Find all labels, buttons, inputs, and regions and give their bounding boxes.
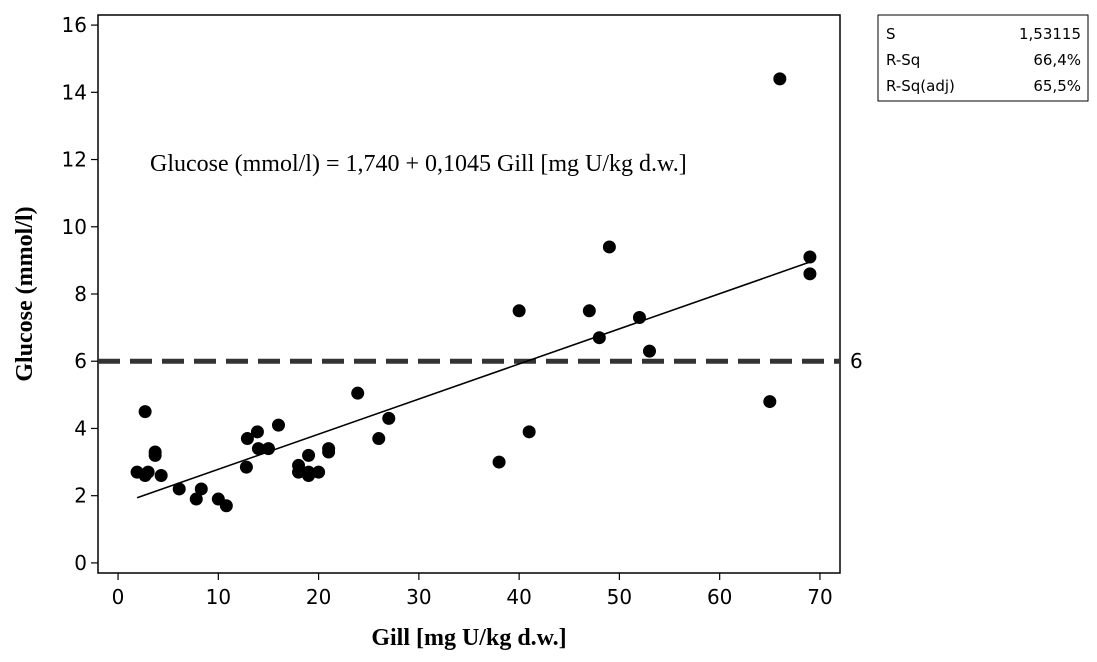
x-axis: 0 10 20 30 40 50 60 70	[112, 573, 833, 609]
data-point	[302, 448, 316, 462]
data-point	[492, 455, 506, 469]
stat-label-rsq: R-Sq	[886, 51, 920, 69]
data-point	[602, 240, 616, 254]
stat-label-s: S	[886, 25, 896, 43]
stat-value-rsq: 66,4%	[1033, 51, 1081, 69]
data-point	[312, 465, 326, 479]
x-tick-label: 50	[607, 585, 632, 609]
x-tick-label: 30	[406, 585, 431, 609]
data-point	[189, 492, 203, 506]
y-tick-label: 8	[74, 282, 87, 306]
data-point	[251, 442, 265, 456]
data-point	[261, 442, 275, 456]
data-point	[194, 482, 208, 496]
data-point	[271, 418, 285, 432]
x-tick-label: 0	[112, 585, 125, 609]
data-point	[219, 499, 233, 513]
data-point	[642, 344, 656, 358]
stat-value-rsq-adj: 65,5%	[1033, 77, 1081, 95]
data-point	[292, 465, 306, 479]
reference-line-group: 6	[98, 349, 863, 373]
data-point	[154, 469, 168, 483]
y-axis: 0 2 4 6 8 10 12 14 16	[62, 13, 98, 575]
x-tick-label: 70	[807, 585, 832, 609]
data-point	[239, 460, 253, 474]
data-point	[773, 72, 787, 86]
y-tick-label: 16	[62, 13, 87, 37]
stats-box-frame	[877, 14, 1089, 102]
data-point	[632, 311, 646, 325]
y-tick-label: 6	[74, 349, 87, 373]
x-tick-label: 10	[206, 585, 231, 609]
x-tick-label: 60	[707, 585, 732, 609]
fit-line-group	[136, 261, 811, 499]
data-point	[240, 432, 254, 446]
stat-label-rsq-adj: R-Sq(adj)	[886, 77, 955, 95]
stat-value-s: 1,53115	[1019, 25, 1081, 43]
data-point	[803, 267, 817, 281]
x-tick-label: 40	[506, 585, 531, 609]
data-point	[512, 304, 526, 318]
y-tick-label: 2	[74, 484, 87, 508]
data-point	[351, 386, 365, 400]
y-tick-label: 14	[62, 80, 87, 104]
data-point	[372, 432, 386, 446]
x-tick-label: 20	[306, 585, 331, 609]
data-point	[322, 445, 336, 459]
stats-box: S 1,53115 R-Sq 66,4% R-Sq(adj) 65,5%	[877, 14, 1089, 102]
data-point	[302, 469, 316, 483]
data-point	[763, 395, 777, 409]
regression-equation: Glucose (mmol/l) = 1,740 + 0,1045 Gill […	[150, 151, 687, 177]
x-axis-title: Gill [mg U/kg d.w.]	[371, 625, 566, 651]
data-point	[250, 425, 264, 439]
data-point	[138, 405, 152, 419]
fit-line	[136, 261, 811, 499]
y-tick-label: 0	[74, 551, 87, 575]
data-point	[172, 482, 186, 496]
data-point	[522, 425, 536, 439]
data-point	[382, 411, 396, 425]
reference-line-label: 6	[850, 349, 863, 373]
data-point	[592, 331, 606, 345]
y-tick-label: 10	[62, 215, 87, 239]
data-point	[803, 250, 817, 264]
y-tick-label: 12	[62, 148, 87, 172]
y-tick-label: 4	[74, 416, 87, 440]
y-axis-title: Glucose (mmol/l)	[12, 206, 38, 381]
data-point	[141, 465, 155, 479]
data-point	[582, 304, 596, 318]
plot-frame	[97, 14, 841, 574]
data-points	[130, 72, 817, 513]
data-point	[148, 448, 162, 462]
